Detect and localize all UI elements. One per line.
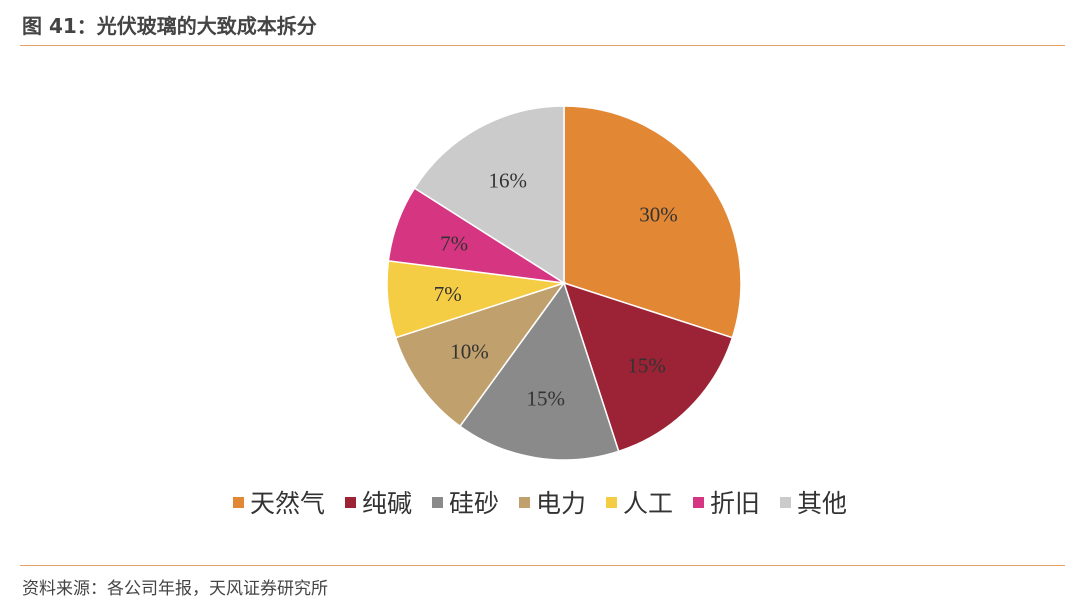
pie-slice-4 — [394, 281, 566, 428]
legend-item-5: 人工 — [606, 484, 673, 520]
source-note: 资料来源：各公司年报，天风证券研究所 — [22, 579, 328, 599]
pie-slice-label-5: 7% — [434, 282, 462, 306]
pie-slice-7 — [413, 105, 565, 285]
pie-slice-2 — [562, 281, 734, 453]
pie-slice-label-4: 10% — [450, 340, 489, 364]
legend-label: 硅砂 — [448, 489, 499, 518]
legend-label: 纯碱 — [361, 489, 412, 518]
pie-slice-label-2: 15% — [627, 354, 666, 378]
figure-title: 图 41：光伏玻璃的大致成本拆分 — [22, 14, 317, 38]
legend-label: 天然气 — [249, 489, 325, 518]
pie-slices — [386, 105, 742, 461]
legend-swatch — [780, 496, 792, 508]
legend-item-2: 纯碱 — [344, 484, 412, 520]
legend-swatch — [518, 496, 530, 508]
legend-label: 人工 — [623, 489, 674, 518]
legend-swatch — [693, 496, 705, 508]
legend-label: 折旧 — [710, 489, 761, 518]
legend-swatch — [232, 496, 244, 508]
legend-item-6: 折旧 — [693, 484, 760, 520]
pie-slice-label-1: 30% — [639, 202, 678, 226]
legend-item-3: 硅砂 — [431, 484, 499, 520]
legend-swatch — [606, 496, 617, 508]
legend-swatch — [431, 496, 443, 508]
legend-item-1: 天然气 — [232, 484, 325, 520]
legend-item-4: 电力 — [518, 484, 586, 520]
pie-chart: 30% 15% 15% 10% 7% 7% 16% — [386, 105, 742, 461]
legend-label: 其他 — [797, 489, 848, 518]
pie-slice-3 — [458, 281, 620, 461]
legend-item-7: 其他 — [780, 484, 847, 520]
chart-legend: 天然气 纯碱 硅砂 电力 人工 折旧 其他 — [0, 484, 1080, 520]
pie-slice-1 — [563, 105, 742, 339]
pie-slice-label-6: 7% — [440, 231, 468, 255]
pie-slice-label-7: 16% — [488, 169, 527, 193]
pie-labels: 30% 15% 15% 10% 7% 7% 16% — [434, 169, 678, 411]
legend-label: 电力 — [535, 489, 586, 518]
legend-swatch — [344, 496, 356, 508]
pie-slice-label-3: 15% — [526, 386, 565, 410]
bottom-divider — [20, 565, 1065, 566]
top-divider — [20, 45, 1065, 46]
